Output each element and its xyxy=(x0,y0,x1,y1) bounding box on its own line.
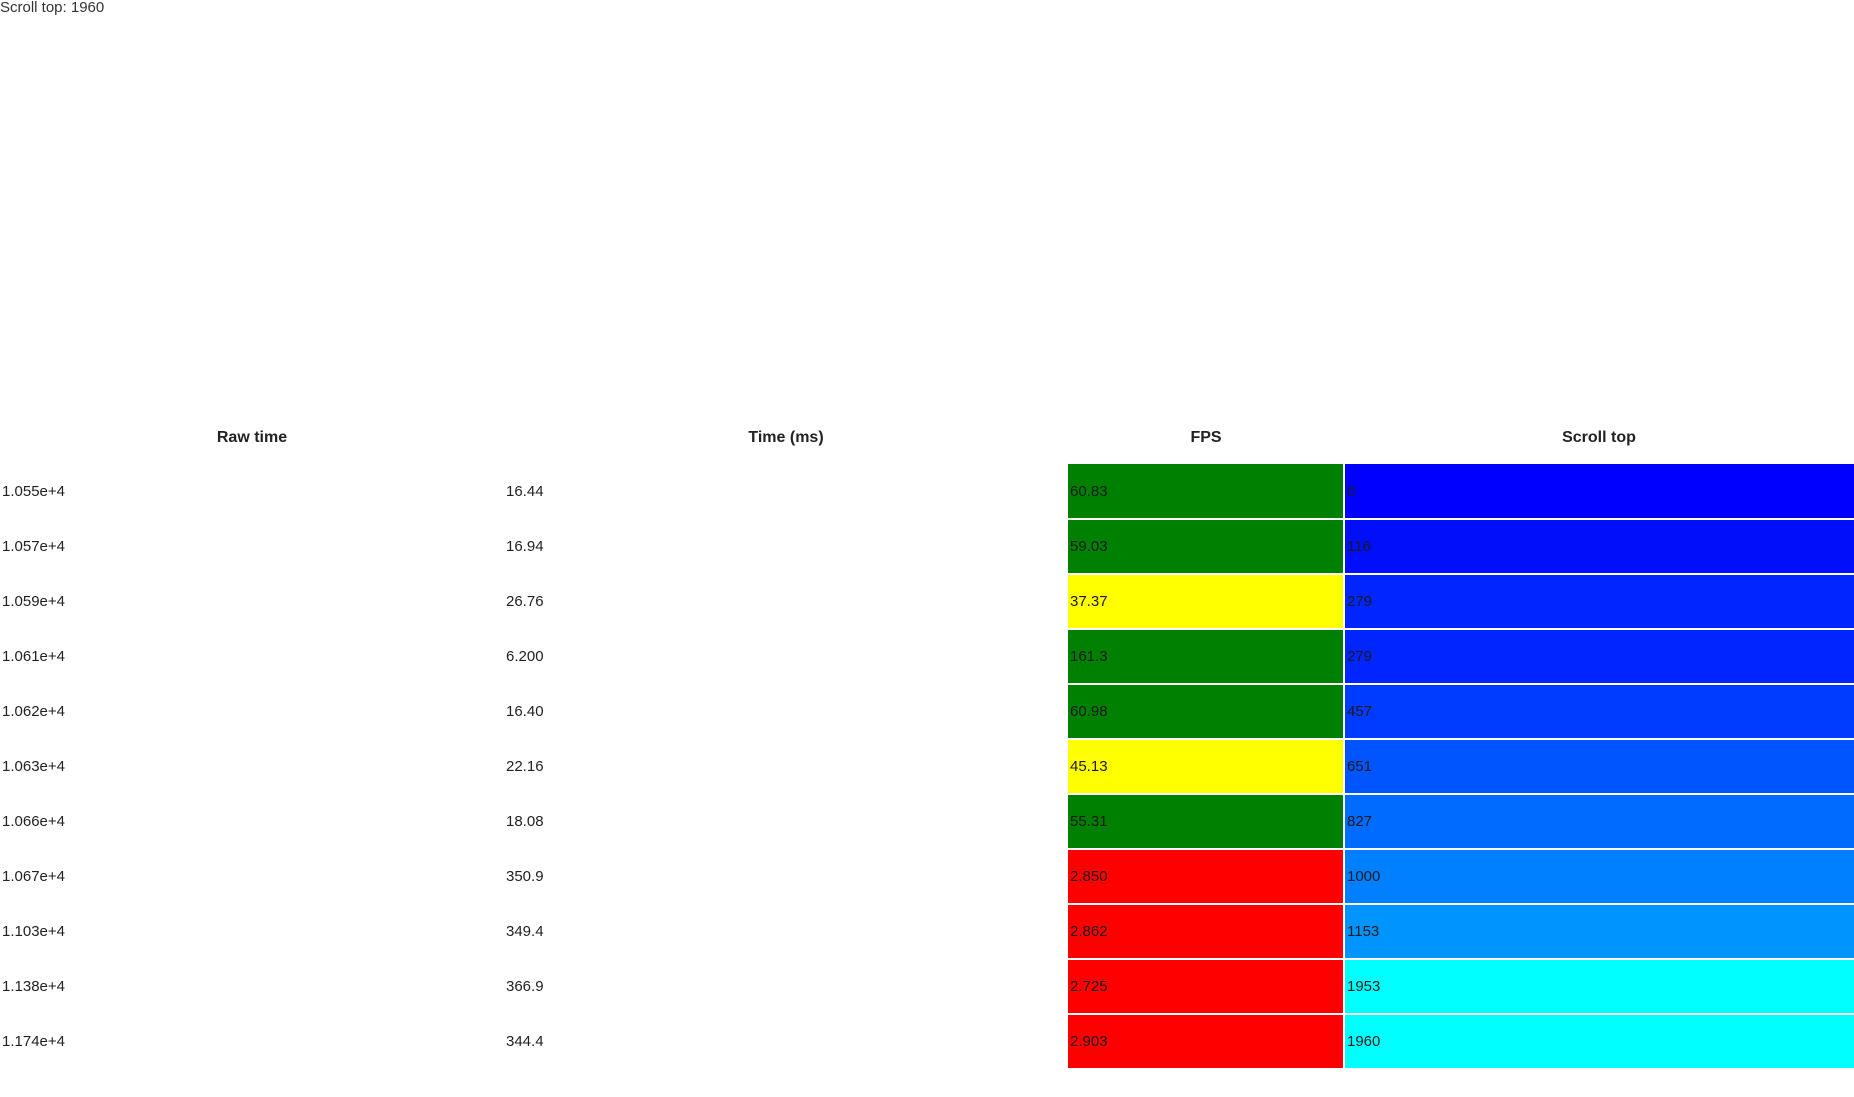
table-row: 1.067e+4 350.9 2.850 1000 xyxy=(0,849,1854,905)
cell-scroll-top: 0 xyxy=(1343,464,1854,520)
table-row: 1.174e+4 344.4 2.903 1960 xyxy=(0,1014,1854,1070)
cell-raw-time: 1.063e+4 xyxy=(0,739,504,795)
header-raw-time: Raw time xyxy=(216,429,288,446)
cell-fps: 37.37 xyxy=(1068,574,1344,630)
cell-scroll-top: 1953 xyxy=(1343,959,1854,1015)
cell-time-ms: 16.40 xyxy=(504,684,1068,740)
cell-fps: 45.13 xyxy=(1068,739,1344,795)
cell-scroll-top: 651 xyxy=(1343,739,1854,795)
cell-time-ms: 16.44 xyxy=(504,464,1068,520)
cell-time-ms: 349.4 xyxy=(504,904,1068,960)
table-header-row: Raw time Time (ms) FPS Scroll top xyxy=(0,412,1854,464)
table-row: 1.057e+4 16.94 59.03 116 xyxy=(0,519,1854,575)
table-row: 1.055e+4 16.44 60.83 0 xyxy=(0,464,1854,520)
table-row: 1.063e+4 22.16 45.13 651 xyxy=(0,739,1854,795)
cell-fps: 55.31 xyxy=(1068,794,1344,850)
performance-table: Raw time Time (ms) FPS Scroll top 1.055e… xyxy=(0,412,1854,1070)
scroll-top-readout: Scroll top: 1960 xyxy=(0,0,105,16)
header-fps: FPS xyxy=(1190,429,1222,446)
cell-scroll-top: 116 xyxy=(1343,519,1854,575)
cell-scroll-top: 1153 xyxy=(1343,904,1854,960)
table-row: 1.103e+4 349.4 2.862 1153 xyxy=(0,904,1854,960)
cell-fps: 2.903 xyxy=(1068,1014,1344,1070)
table-row: 1.138e+4 366.9 2.725 1953 xyxy=(0,959,1854,1015)
cell-scroll-top: 279 xyxy=(1343,629,1854,685)
cell-time-ms: 366.9 xyxy=(504,959,1068,1015)
table-row: 1.066e+4 18.08 55.31 827 xyxy=(0,794,1854,850)
cell-fps: 59.03 xyxy=(1068,519,1344,575)
cell-fps: 161.3 xyxy=(1068,629,1344,685)
cell-raw-time: 1.067e+4 xyxy=(0,849,504,905)
cell-raw-time: 1.174e+4 xyxy=(0,1014,504,1070)
cell-time-ms: 18.08 xyxy=(504,794,1068,850)
cell-scroll-top: 279 xyxy=(1343,574,1854,630)
cell-time-ms: 6.200 xyxy=(504,629,1068,685)
cell-scroll-top: 1000 xyxy=(1343,849,1854,905)
cell-fps: 2.862 xyxy=(1068,904,1344,960)
cell-scroll-top: 827 xyxy=(1343,794,1854,850)
cell-scroll-top: 1960 xyxy=(1343,1014,1854,1070)
cell-raw-time: 1.066e+4 xyxy=(0,794,504,850)
cell-time-ms: 22.16 xyxy=(504,739,1068,795)
cell-raw-time: 1.057e+4 xyxy=(0,519,504,575)
cell-raw-time: 1.055e+4 xyxy=(0,464,504,520)
cell-fps: 2.850 xyxy=(1068,849,1344,905)
table-body: 1.055e+4 16.44 60.83 0 1.057e+4 16.94 59.03 116… xyxy=(0,464,1854,1070)
cell-time-ms: 26.76 xyxy=(504,574,1068,630)
cell-raw-time: 1.138e+4 xyxy=(0,959,504,1015)
cell-raw-time: 1.061e+4 xyxy=(0,629,504,685)
cell-raw-time: 1.062e+4 xyxy=(0,684,504,740)
cell-fps: 60.83 xyxy=(1068,464,1344,520)
cell-time-ms: 16.94 xyxy=(504,519,1068,575)
cell-raw-time: 1.103e+4 xyxy=(0,904,504,960)
header-time-ms: Time (ms) xyxy=(748,429,824,446)
table-row: 1.059e+4 26.76 37.37 279 xyxy=(0,574,1854,630)
cell-raw-time: 1.059e+4 xyxy=(0,574,504,630)
cell-time-ms: 344.4 xyxy=(504,1014,1068,1070)
cell-time-ms: 350.9 xyxy=(504,849,1068,905)
header-scroll-top: Scroll top xyxy=(1562,429,1636,446)
cell-fps: 60.98 xyxy=(1068,684,1344,740)
table-row: 1.062e+4 16.40 60.98 457 xyxy=(0,684,1854,740)
table-row: 1.061e+4 6.200 161.3 279 xyxy=(0,629,1854,685)
cell-fps: 2.725 xyxy=(1068,959,1344,1015)
cell-scroll-top: 457 xyxy=(1343,684,1854,740)
